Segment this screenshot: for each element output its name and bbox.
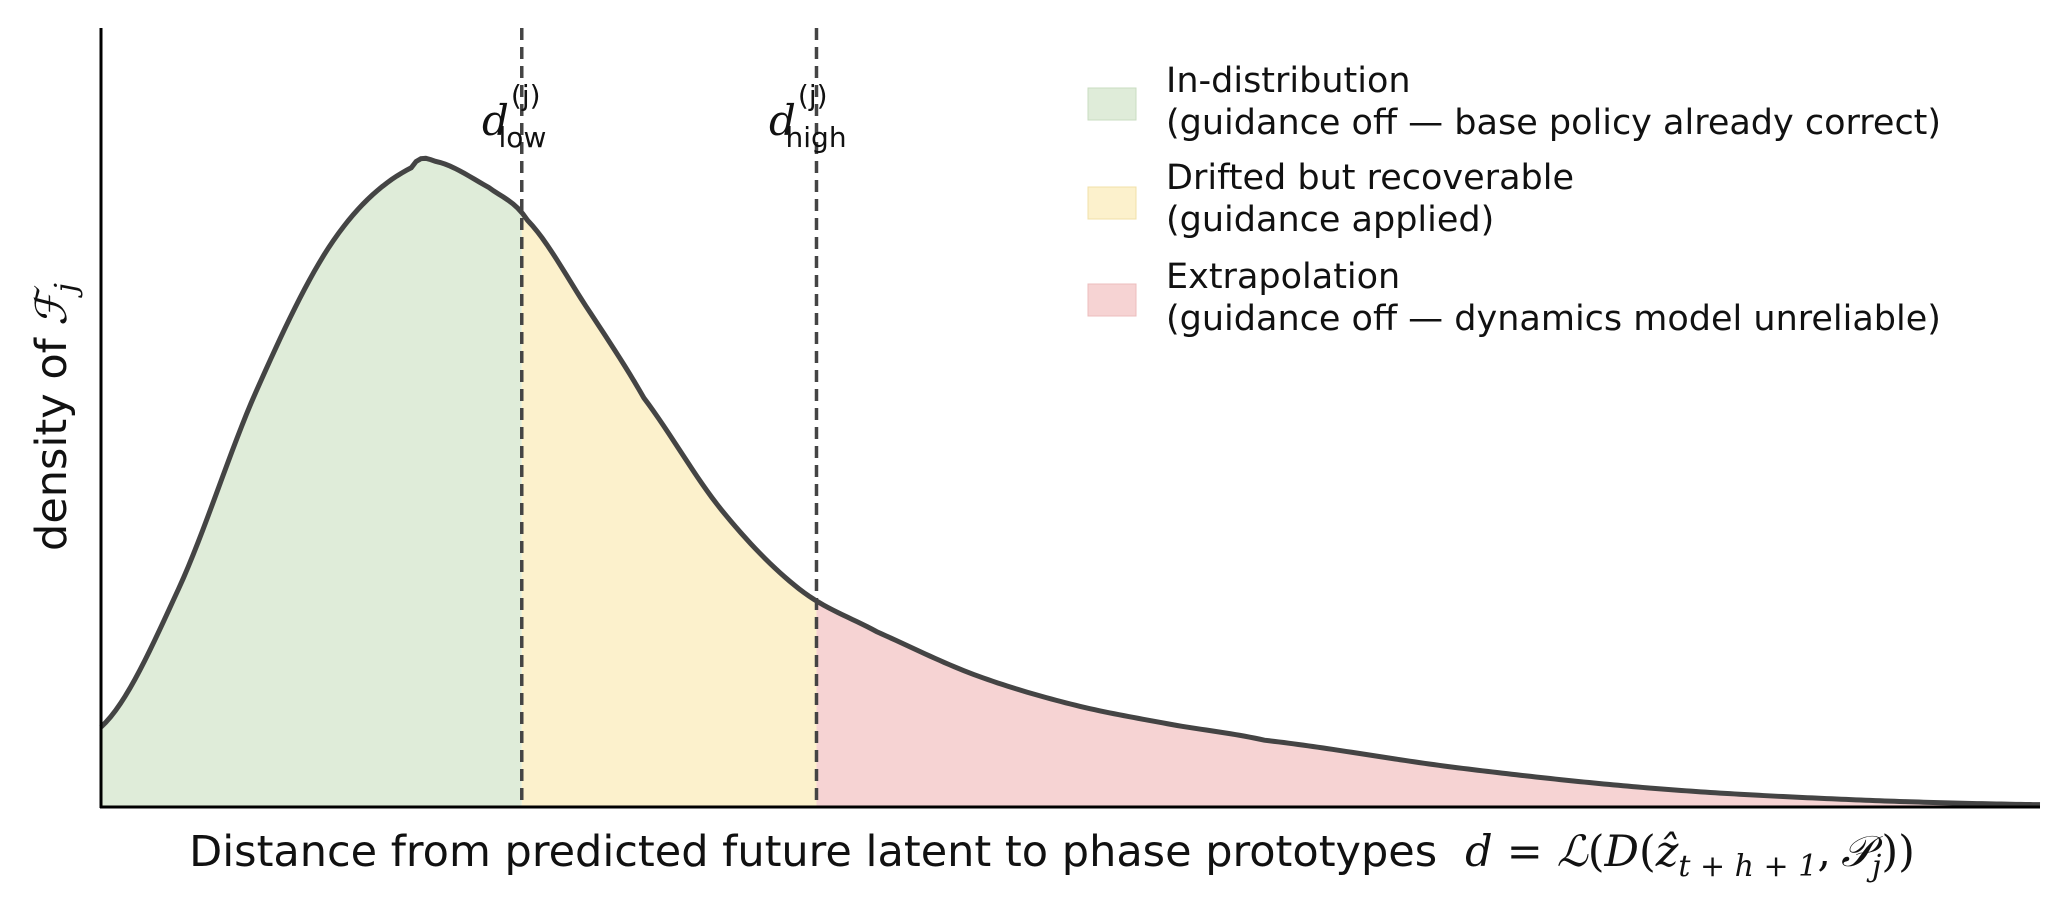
threshold-label-low: d(j) low: [482, 79, 546, 154]
legend: In-distribution (guidance off — base pol…: [1087, 61, 1941, 339]
legend-swatch-in-distribution: [1087, 87, 1137, 121]
threshold-lines: [520, 28, 819, 806]
legend-sublabel-extrapolation: (guidance off — dynamics model unreliabl…: [1166, 299, 1941, 339]
region-fills: [101, 158, 2041, 807]
y-axis-label: density ofℱj: [27, 283, 84, 551]
region-fill-1: [521, 212, 817, 806]
legend-swatch-extrapolation: [1087, 283, 1137, 317]
legend-sublabel-in-distribution: (guidance off — base policy already corr…: [1166, 103, 1941, 143]
legend-label-in-distribution: In-distribution: [1166, 61, 1411, 101]
region-fill-0: [101, 158, 522, 807]
legend-sublabel-drifted: (guidance applied): [1166, 200, 1494, 240]
region-fill-2: [816, 600, 2041, 806]
density-curve: [99, 155, 2041, 808]
legend-label-drifted: Drifted but recoverable: [1166, 158, 1574, 198]
x-axis-label: Distance from predicted future latent to…: [189, 827, 1915, 884]
threshold-label-high: d(j) high: [769, 79, 847, 154]
legend-swatch-drifted: [1087, 186, 1137, 220]
legend-label-extrapolation: Extrapolation: [1166, 257, 1400, 297]
